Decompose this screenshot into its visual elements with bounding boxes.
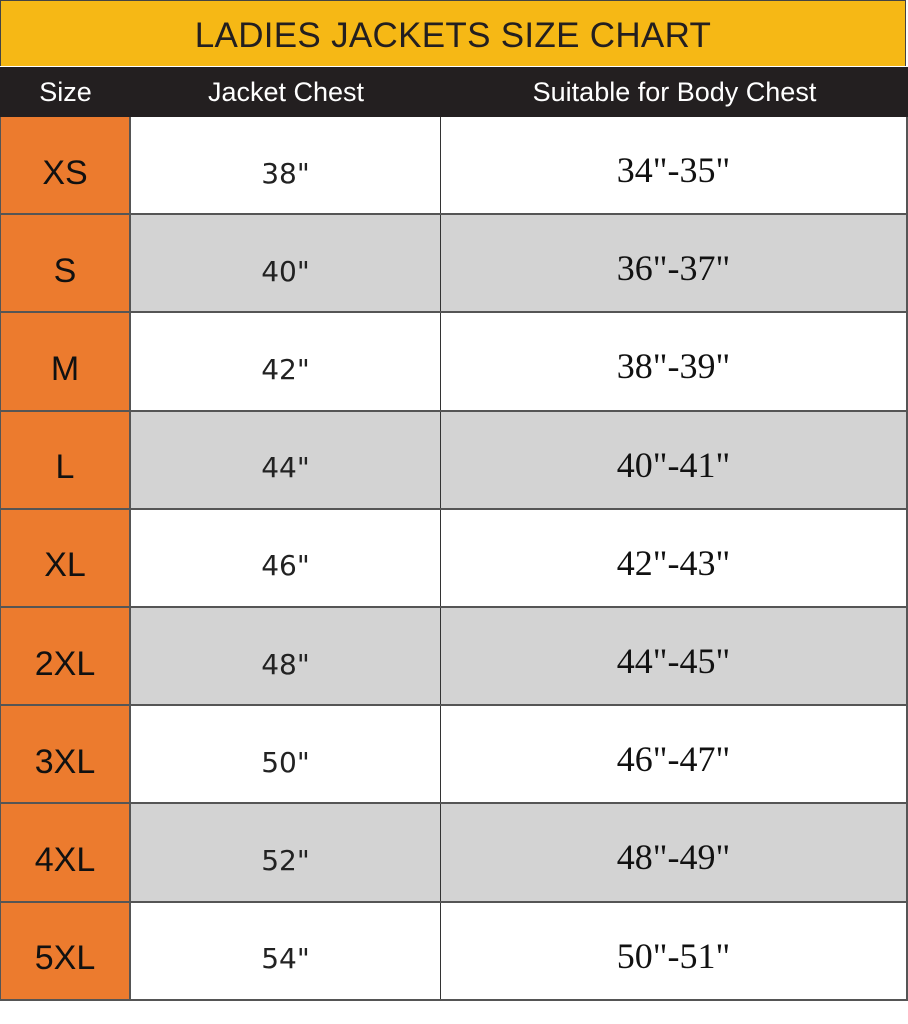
jacket-chest-cell: 44" [131, 411, 441, 508]
size-cell: 3XL [0, 706, 131, 803]
body-chest-cell: 36"-37" [441, 215, 908, 312]
size-cell: 2XL [0, 607, 131, 705]
jacket-chest-cell-wrap: 40" [131, 215, 441, 312]
body-chest-cell: 38"-39" [441, 313, 908, 410]
size-cell: XS [0, 117, 131, 214]
jacket-chest-cell-wrap: 48" [131, 607, 441, 705]
table-row: M 42" 38"-39" [0, 313, 908, 412]
body-chest-cell: 44"-45" [441, 607, 908, 705]
header-jacket-chest: Jacket Chest [207, 76, 365, 107]
body-chest-cell: 46"-47" [441, 706, 908, 803]
header-size: Size [39, 76, 92, 107]
size-cell: M [0, 313, 131, 410]
chart-title: LADIES JACKETS SIZE CHART [0, 0, 906, 66]
table-row: S 40" 36"-37" [0, 215, 908, 314]
jacket-chest-cell-wrap: 38" [131, 117, 441, 214]
table-row: XL 46" 42"-43" [0, 509, 908, 608]
jacket-chest-cell: 54" [131, 902, 441, 999]
jacket-chest-cell-wrap: 46" [131, 509, 441, 606]
table-body: XS 38" 34"-35" S 40" 36"-37" M 42" 38"-39" L 44" 40… [0, 117, 908, 1001]
size-cell: XL [0, 509, 131, 606]
table-row: 2XL 48" 44"-45" [0, 607, 908, 707]
table-row: L 44" 40"-41" [0, 411, 908, 510]
jacket-chest-cell-wrap: 54" [131, 902, 441, 999]
body-chest-cell: 48"-49" [441, 804, 908, 901]
table-header: Size Jacket Chest Suitable for Body Ches… [0, 67, 908, 117]
header-body-chest: Suitable for Body Chest [532, 76, 817, 107]
size-cell: S [0, 215, 131, 312]
table-row: 4XL 52" 48"-49" [0, 804, 908, 903]
body-chest-cell: 34"-35" [441, 117, 908, 214]
size-cell: 4XL [0, 804, 131, 901]
table-row: 3XL 50" 46"-47" [0, 706, 908, 805]
jacket-chest-cell-wrap: 42" [131, 313, 441, 410]
jacket-chest-cell: 50" [131, 706, 441, 803]
jacket-chest-cell: 38" [131, 117, 441, 214]
jacket-chest-cell: 52" [131, 804, 441, 901]
jacket-chest-cell: 40" [131, 215, 441, 312]
jacket-chest-cell-wrap: 50" [131, 706, 441, 803]
jacket-chest-cell: 42" [131, 313, 441, 410]
table-row: 5XL 54" 50"-51" [0, 902, 908, 1001]
body-chest-cell: 42"-43" [441, 509, 908, 606]
size-cell: L [0, 411, 131, 508]
size-cell: 5XL [0, 902, 131, 999]
table-row: XS 38" 34"-35" [0, 117, 908, 216]
jacket-chest-cell-wrap: 52" [131, 804, 441, 901]
jacket-chest-cell: 46" [131, 509, 441, 606]
body-chest-cell: 40"-41" [441, 411, 908, 508]
body-chest-cell: 50"-51" [441, 902, 908, 999]
jacket-chest-cell: 48" [131, 607, 441, 705]
jacket-chest-cell-wrap: 44" [131, 411, 441, 508]
